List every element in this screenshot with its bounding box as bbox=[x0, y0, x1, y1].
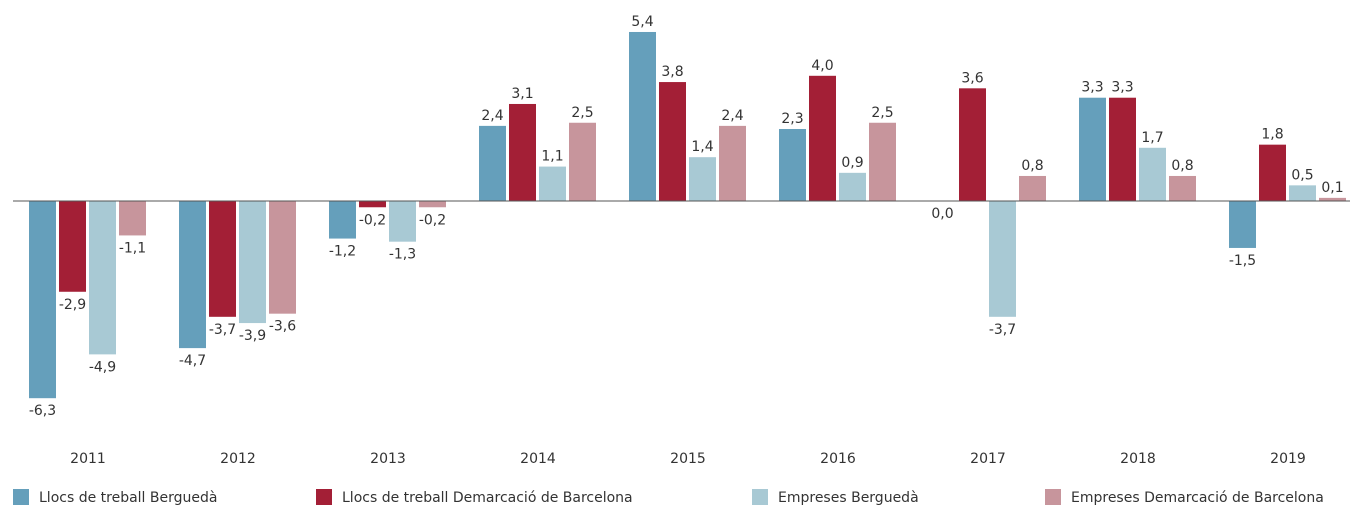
data-label: -6,3 bbox=[29, 403, 56, 419]
x-tick-label: 2019 bbox=[1270, 451, 1306, 467]
data-label: 3,8 bbox=[661, 64, 683, 80]
bar bbox=[1019, 175, 1046, 201]
bar bbox=[329, 201, 356, 239]
bar bbox=[1259, 144, 1286, 201]
bar bbox=[509, 103, 536, 201]
legend-label: Llocs de treball Berguedà bbox=[39, 490, 217, 506]
x-tick-label: 2014 bbox=[520, 451, 556, 467]
data-label: 5,4 bbox=[631, 14, 653, 30]
bar bbox=[629, 31, 656, 202]
data-label: 2,4 bbox=[721, 108, 743, 124]
x-tick-label: 2017 bbox=[970, 451, 1006, 467]
legend-swatch bbox=[316, 489, 332, 505]
data-label: -3,7 bbox=[209, 322, 236, 338]
data-label: 0,9 bbox=[841, 155, 863, 171]
legend-label: Llocs de treball Demarcació de Barcelona bbox=[342, 490, 633, 506]
data-label: 2,5 bbox=[871, 105, 893, 121]
bar bbox=[209, 201, 236, 317]
bar bbox=[569, 122, 596, 201]
bar bbox=[719, 125, 746, 201]
data-label: -1,3 bbox=[389, 247, 416, 263]
legend-swatch bbox=[1045, 489, 1061, 505]
data-label: -2,9 bbox=[59, 297, 86, 313]
bar bbox=[29, 201, 56, 399]
data-label: 0,8 bbox=[1021, 158, 1043, 174]
data-label: -3,9 bbox=[239, 328, 266, 344]
data-label: 2,4 bbox=[481, 108, 503, 124]
bar bbox=[269, 201, 296, 314]
data-label: -1,1 bbox=[119, 240, 146, 256]
data-label: 3,3 bbox=[1081, 80, 1103, 96]
bar bbox=[659, 82, 686, 201]
bar bbox=[1319, 197, 1346, 201]
data-label: 0,1 bbox=[1321, 180, 1343, 196]
legend-label: Empreses Berguedà bbox=[778, 490, 919, 506]
bar bbox=[779, 129, 806, 201]
bar bbox=[179, 201, 206, 349]
bar bbox=[809, 75, 836, 201]
data-label: 3,1 bbox=[511, 86, 533, 102]
data-label: 0,8 bbox=[1171, 158, 1193, 174]
x-tick-label: 2011 bbox=[70, 451, 106, 467]
bar bbox=[479, 125, 506, 201]
bar bbox=[359, 201, 386, 208]
data-label: 1,8 bbox=[1261, 127, 1283, 143]
bar bbox=[1079, 97, 1106, 201]
bar bbox=[539, 166, 566, 201]
legend-swatch bbox=[13, 489, 29, 505]
x-tick-label: 2018 bbox=[1120, 451, 1156, 467]
data-label: 2,3 bbox=[781, 111, 803, 127]
data-label: 0,5 bbox=[1291, 167, 1313, 183]
bar bbox=[1139, 147, 1166, 201]
bar bbox=[239, 201, 266, 324]
bar bbox=[989, 201, 1016, 317]
data-label: -0,2 bbox=[419, 212, 446, 228]
data-label: -3,6 bbox=[269, 319, 296, 335]
data-label: 1,7 bbox=[1141, 130, 1163, 146]
bar bbox=[839, 172, 866, 201]
data-label: -1,5 bbox=[1229, 253, 1256, 269]
data-label: -4,9 bbox=[89, 359, 116, 375]
data-label: 4,0 bbox=[811, 58, 833, 74]
bar bbox=[1229, 201, 1256, 248]
data-label: 3,6 bbox=[961, 70, 983, 86]
data-label: 1,1 bbox=[541, 149, 563, 165]
x-tick-label: 2013 bbox=[370, 451, 406, 467]
data-label: 2,5 bbox=[571, 105, 593, 121]
x-tick-label: 2012 bbox=[220, 451, 256, 467]
bar bbox=[89, 201, 116, 355]
bar bbox=[389, 201, 416, 242]
legend-label: Empreses Demarcació de Barcelona bbox=[1071, 490, 1324, 506]
data-label: -0,2 bbox=[359, 212, 386, 228]
data-label: 0,0 bbox=[931, 206, 953, 222]
x-tick-label: 2015 bbox=[670, 451, 706, 467]
bar bbox=[689, 157, 716, 201]
data-label: 3,3 bbox=[1111, 80, 1133, 96]
bar bbox=[419, 201, 446, 208]
data-label: -4,7 bbox=[179, 353, 206, 369]
bar bbox=[1169, 175, 1196, 201]
legend-swatch bbox=[752, 489, 768, 505]
data-label: -3,7 bbox=[989, 322, 1016, 338]
data-label: -1,2 bbox=[329, 244, 356, 260]
bar bbox=[1289, 185, 1316, 201]
data-label: 1,4 bbox=[691, 139, 713, 155]
bar bbox=[869, 122, 896, 201]
bar bbox=[1109, 97, 1136, 201]
bar bbox=[959, 88, 986, 201]
x-tick-label: 2016 bbox=[820, 451, 856, 467]
bar bbox=[119, 201, 146, 236]
bar bbox=[59, 201, 86, 292]
